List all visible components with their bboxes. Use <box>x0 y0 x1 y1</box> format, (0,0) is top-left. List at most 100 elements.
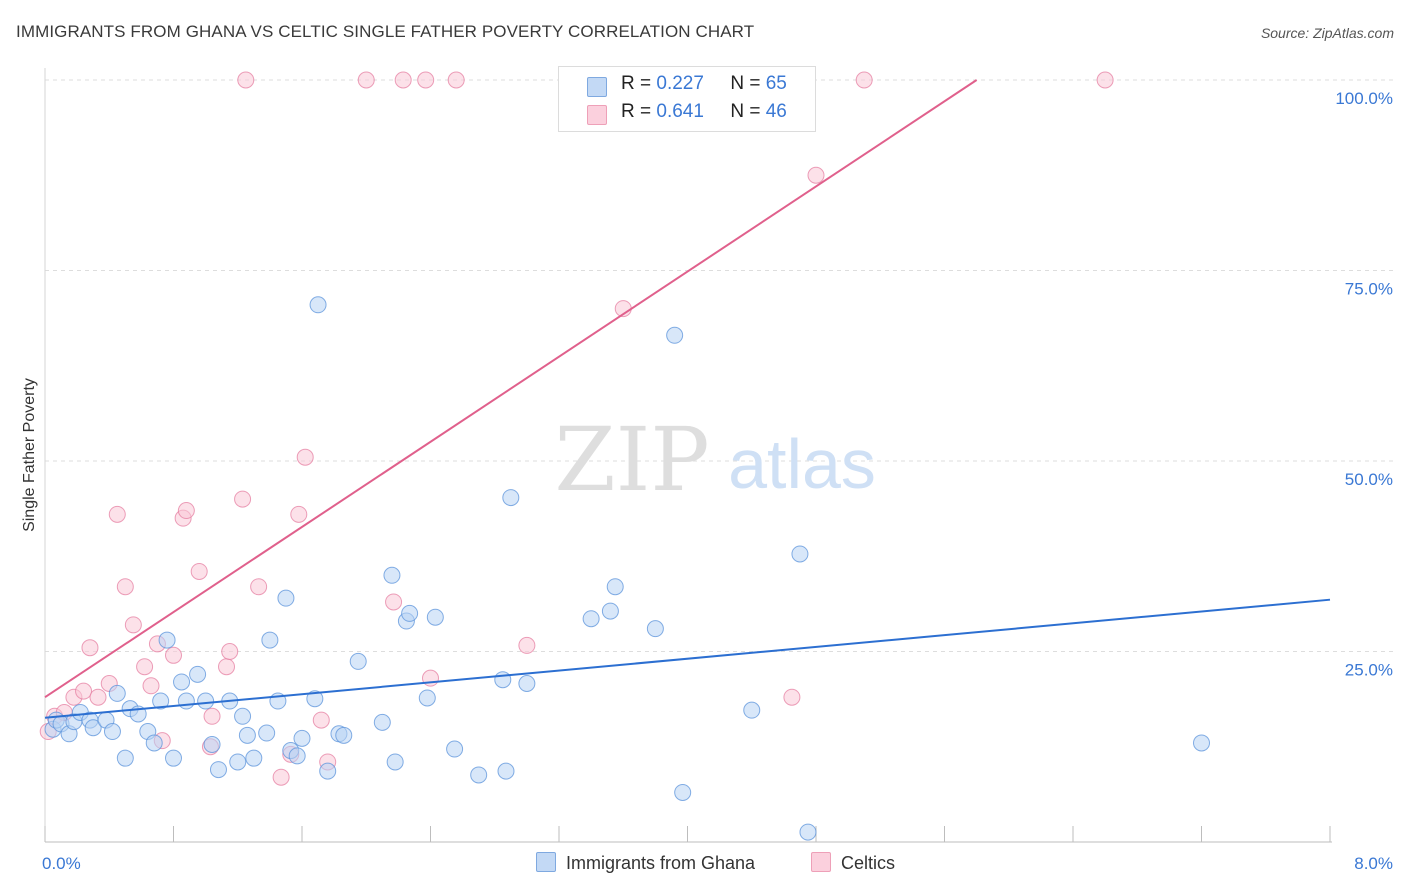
celtics-point <box>142 677 160 695</box>
r-label: R = <box>621 73 652 94</box>
celtics-point <box>385 593 403 611</box>
axes <box>44 68 1332 843</box>
celtics-point <box>290 505 308 523</box>
ghana-point <box>229 753 247 771</box>
celtics-point <box>1096 71 1114 89</box>
y-tick-label: 25.0% <box>1345 661 1393 680</box>
celtics-point <box>218 658 236 676</box>
celtics-point <box>234 490 252 508</box>
ghana-point <box>666 326 684 344</box>
r-label: R = <box>621 101 652 122</box>
ghana-point <box>799 823 817 841</box>
celtics-point <box>108 505 126 523</box>
ghana-point <box>84 719 102 737</box>
ghana-point <box>401 604 419 622</box>
source-credit: Source: ZipAtlas.com <box>1260 25 1394 41</box>
celtics-point <box>807 166 825 184</box>
r-value: 0.641 <box>656 101 704 122</box>
ghana-point <box>165 749 182 767</box>
celtics-point <box>855 71 873 89</box>
ghana-point <box>743 701 761 719</box>
celtics-point <box>237 71 255 89</box>
n-label: N = <box>730 73 761 94</box>
ghana-point <box>203 735 221 753</box>
legend-swatch-celtics <box>811 852 831 872</box>
ghana-points <box>44 296 1210 841</box>
celtics-point <box>136 658 154 676</box>
celtics-point <box>190 562 208 580</box>
celtics-point <box>221 643 239 660</box>
ghana-point <box>497 762 515 780</box>
n-label: N = <box>730 101 761 122</box>
ghana-point <box>103 723 121 741</box>
x-axis-tick-labels: 0.0% 8.0% <box>42 854 1393 873</box>
ghana-point <box>446 740 464 758</box>
ghana-point <box>261 631 279 649</box>
ghana-point <box>277 589 295 607</box>
celtics-point <box>447 71 465 89</box>
ghana-point <box>646 620 664 638</box>
ghana-point <box>309 296 327 314</box>
ghana-point <box>349 652 367 670</box>
ghana-point <box>152 692 170 710</box>
celtics-point <box>783 688 801 706</box>
celtics-point <box>394 71 412 89</box>
ghana-point <box>238 726 256 744</box>
ghana-point <box>582 610 600 628</box>
ghana-point <box>502 489 520 507</box>
y-axis-tick-labels: 25.0% 50.0% 75.0% 100.0% <box>1335 89 1393 680</box>
ghana-point <box>791 545 809 563</box>
legend-label-celtics: Celtics <box>841 853 896 873</box>
ghana-point <box>470 766 488 784</box>
ghana-point <box>383 566 401 584</box>
ghana-point <box>601 602 619 620</box>
series-legend-celtics: Celtics <box>811 852 895 874</box>
ghana-point <box>418 689 436 707</box>
celtics-point <box>81 639 99 657</box>
legend-swatch-celtics <box>587 105 607 125</box>
watermark: ZIP atlas <box>554 408 876 511</box>
celtics-point <box>417 71 435 89</box>
ghana-point <box>189 665 207 683</box>
ghana-point <box>209 761 227 779</box>
chart-title: IMMIGRANTS FROM GHANA VS CELTIC SINGLE F… <box>16 22 755 41</box>
ghana-point <box>116 749 134 767</box>
ghana-point <box>234 707 252 725</box>
ghana-point <box>319 762 337 780</box>
celtics-point <box>89 688 107 706</box>
celtics-point <box>518 636 536 654</box>
ghana-point <box>288 747 306 765</box>
watermark-zip: ZIP <box>554 408 709 511</box>
celtics-point <box>124 616 142 634</box>
correlation-legend: R = 0.227 N = 65 R = 0.641 N = 46 <box>558 66 816 132</box>
ghana-point <box>1193 734 1210 752</box>
ghana-point <box>177 692 195 710</box>
legend-stats-celtics: R = 0.641 N = 46 <box>621 101 787 123</box>
y-tick-label: 75.0% <box>1345 280 1393 299</box>
legend-label-ghana: Immigrants from Ghana <box>566 853 756 873</box>
celtics-point <box>116 578 134 596</box>
celtics-point <box>357 71 375 89</box>
ghana-point <box>293 729 311 747</box>
x-tick-label: 8.0% <box>1354 854 1393 873</box>
celtics-point <box>272 768 290 786</box>
celtics-point <box>312 711 330 729</box>
celtics-point <box>75 682 93 700</box>
trend-lines <box>44 79 1331 719</box>
ghana-point <box>306 690 324 708</box>
ghana-point <box>108 684 126 702</box>
ghana-point <box>426 608 444 626</box>
celtics-point <box>203 707 221 725</box>
ghana-point <box>373 713 391 731</box>
y-tick-label: 50.0% <box>1345 470 1393 489</box>
ghana-point <box>386 753 404 771</box>
ghana-point <box>158 631 176 649</box>
r-value: 0.227 <box>656 73 704 94</box>
ghana-point <box>494 671 512 689</box>
grid-lines <box>45 79 1395 652</box>
legend-swatch-ghana <box>536 852 556 872</box>
watermark-atlas: atlas <box>728 425 876 503</box>
celtics-point <box>165 646 182 664</box>
legend-swatch-ghana <box>587 77 607 97</box>
n-value: 46 <box>765 101 787 122</box>
